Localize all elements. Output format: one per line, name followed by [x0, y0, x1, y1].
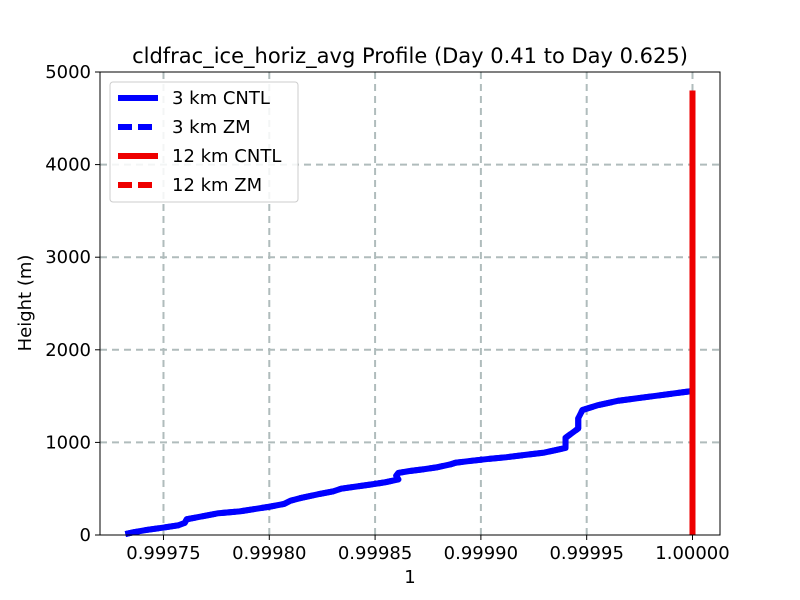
plot-frame	[99, 71, 721, 536]
x-axis-label: 1	[404, 567, 415, 588]
chart-title: cldfrac_ice_horiz_avg Profile (Day 0.41 …	[132, 44, 688, 69]
legend: 3 km CNTL 3 km ZM 12 km CNTL 12 km ZM	[109, 81, 299, 203]
x-tick-label: 1.00000	[655, 543, 729, 564]
x-tick-label: 0.99980	[232, 543, 306, 564]
legend-entry-label: 12 km CNTL	[172, 146, 281, 167]
series-layer	[124, 90, 696, 538]
y-axis-label: Height (m)	[15, 255, 36, 352]
x-tick-label: 0.99995	[549, 543, 623, 564]
legend-entry-label: 3 km CNTL	[172, 88, 270, 109]
x-tick-label: 0.99990	[444, 543, 518, 564]
y-tick-label: 1000	[45, 432, 91, 453]
y-tick-label: 3000	[45, 247, 91, 268]
x-tick-label: 0.99985	[338, 543, 412, 564]
series-line-3-km-zm	[124, 388, 693, 538]
y-tick-label: 0	[80, 525, 91, 546]
legend-box	[109, 81, 299, 203]
x-tick-label: 0.99975	[126, 543, 200, 564]
y-tick-label: 2000	[45, 340, 91, 361]
y-tick-label: 5000	[45, 62, 91, 83]
y-tick-label: 4000	[45, 155, 91, 176]
legend-entry-label: 3 km ZM	[172, 117, 251, 138]
y-axis: 0 1000 2000 3000 4000 5000	[45, 62, 100, 546]
legend-entry-label: 12 km ZM	[172, 175, 262, 196]
x-axis: 0.99975 0.99980 0.99985 0.99990 0.99995 1.000…	[126, 535, 730, 564]
